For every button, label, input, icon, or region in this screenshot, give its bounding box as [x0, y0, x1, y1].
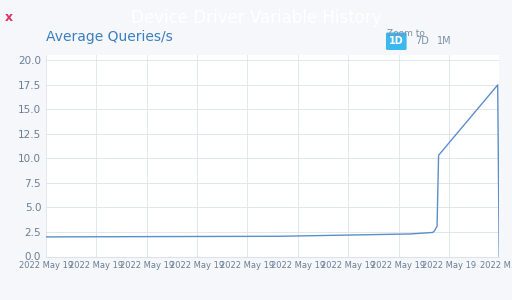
Text: Zoom to: Zoom to: [387, 28, 424, 38]
Text: 1D: 1D: [389, 36, 403, 46]
Text: 7D: 7D: [415, 36, 429, 46]
FancyBboxPatch shape: [386, 32, 407, 50]
Text: Average Queries/s: Average Queries/s: [46, 29, 173, 44]
Text: x: x: [5, 11, 13, 24]
Text: 1M: 1M: [437, 36, 451, 46]
Text: Device Driver Variable History: Device Driver Variable History: [131, 9, 381, 27]
